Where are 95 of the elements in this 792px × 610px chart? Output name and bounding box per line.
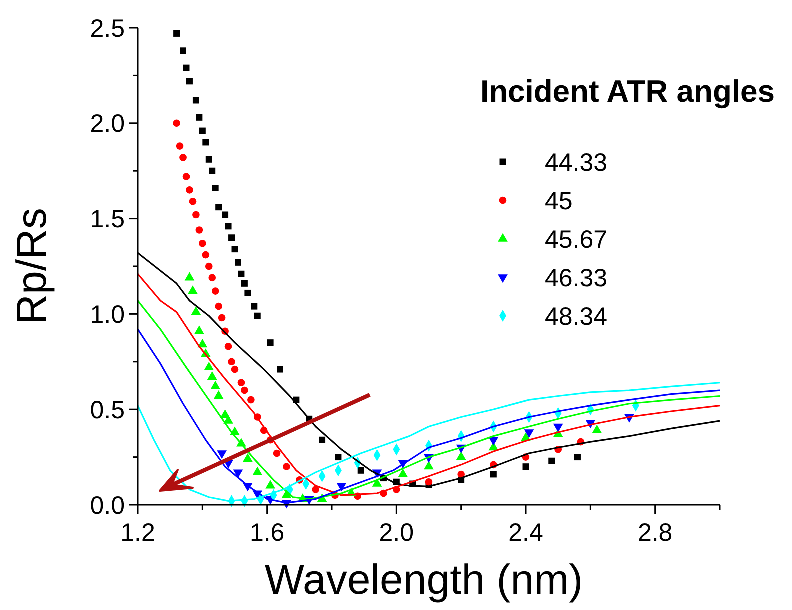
point [218, 314, 226, 322]
point [180, 48, 187, 54]
point [266, 480, 276, 489]
point [358, 467, 364, 474]
legend-label: 45 [545, 187, 573, 216]
point [184, 272, 195, 281]
point [424, 461, 434, 470]
point [196, 226, 204, 234]
point [425, 478, 433, 486]
point [490, 471, 497, 478]
point [186, 186, 194, 194]
point [174, 30, 180, 37]
point [214, 390, 224, 400]
point [202, 139, 210, 146]
point [215, 302, 222, 310]
point [212, 185, 219, 192]
y-tick-label: 0.0 [90, 492, 125, 520]
legend-label: 46.33 [545, 264, 608, 292]
point [198, 339, 208, 348]
point [192, 97, 200, 104]
point [398, 468, 408, 478]
point [186, 78, 193, 85]
legend-label: 48.34 [545, 302, 608, 331]
point [319, 436, 326, 444]
point [212, 288, 220, 295]
point [204, 362, 214, 370]
point [191, 306, 202, 316]
x-tick-label: 1.6 [250, 519, 285, 547]
point [234, 259, 242, 266]
point [224, 342, 232, 350]
x-tick-label: 2.8 [638, 519, 673, 547]
point [456, 452, 466, 460]
point [205, 262, 213, 270]
point [196, 114, 203, 121]
point [224, 415, 234, 424]
x-tick-label: 2.0 [379, 519, 414, 547]
point [251, 303, 258, 310]
point [206, 156, 212, 163]
point [273, 450, 281, 458]
point [241, 280, 248, 287]
point [277, 366, 284, 373]
point [192, 211, 200, 219]
point [207, 371, 218, 380]
point [182, 173, 190, 180]
point [228, 358, 236, 366]
point [228, 234, 236, 242]
x-tick-label: 1.2 [120, 519, 156, 547]
point [231, 366, 239, 374]
y-tick-label: 0.5 [90, 396, 125, 424]
point [208, 274, 216, 282]
point [194, 326, 204, 334]
point [202, 251, 210, 259]
point [522, 464, 530, 470]
x-tick-label: 2.4 [508, 519, 544, 547]
point [183, 64, 190, 72]
point [372, 478, 382, 487]
point [199, 240, 206, 248]
point [216, 204, 222, 211]
point [222, 212, 229, 218]
y-tick-label: 1.5 [90, 206, 125, 234]
point [243, 454, 253, 462]
y-axis-title: Rp/Rs [8, 208, 55, 325]
point [548, 458, 556, 464]
point [230, 426, 240, 436]
point [458, 470, 465, 478]
point [335, 454, 342, 461]
legend-title: Incident ATR angles [480, 74, 775, 109]
point [312, 486, 320, 494]
point [241, 386, 248, 394]
point [189, 198, 197, 206]
legend-label: 45.67 [545, 226, 608, 254]
point [592, 424, 602, 434]
point [188, 286, 198, 294]
point [252, 466, 263, 476]
x-axis-title: Wavelength (nm) [264, 556, 584, 603]
point [225, 223, 232, 230]
point [180, 154, 187, 162]
point [173, 120, 180, 128]
point [232, 246, 238, 253]
point [574, 454, 581, 461]
point [238, 270, 245, 278]
y-tick-label: 1.0 [90, 300, 125, 329]
point [254, 312, 261, 320]
point [176, 142, 184, 150]
point [283, 463, 290, 470]
point [238, 379, 246, 387]
point [267, 340, 274, 346]
point [244, 290, 252, 296]
point [209, 168, 216, 174]
point [248, 396, 255, 404]
legend-label: 44.33 [545, 148, 608, 177]
y-tick-label: 2.0 [90, 110, 125, 138]
point [210, 381, 221, 390]
y-tick-label: 2.5 [90, 14, 125, 43]
point [199, 128, 206, 134]
